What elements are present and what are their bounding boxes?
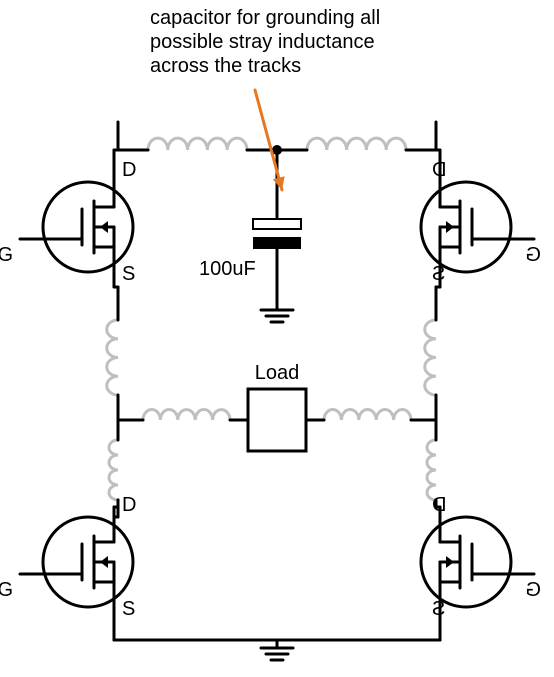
annotation-arrow xyxy=(255,90,285,190)
labels: capacitor for grounding allpossible stra… xyxy=(0,7,541,620)
svg-text:S: S xyxy=(432,263,445,285)
load-block xyxy=(248,389,306,451)
mosfet xyxy=(421,182,511,272)
svg-text:D: D xyxy=(122,159,136,181)
mosfet xyxy=(43,517,133,607)
svg-text:G: G xyxy=(525,579,541,601)
svg-text:capacitor for grounding all: capacitor for grounding all xyxy=(150,7,380,29)
svg-text:possible stray inductance: possible stray inductance xyxy=(150,31,375,53)
svg-text:S: S xyxy=(432,598,445,620)
decoupling-capacitor xyxy=(253,219,301,249)
svg-text:D: D xyxy=(122,494,136,516)
svg-text:G: G xyxy=(0,579,13,601)
svg-text:Load: Load xyxy=(255,362,300,384)
mosfet xyxy=(421,517,511,607)
svg-text:S: S xyxy=(122,263,135,285)
svg-text:D: D xyxy=(432,159,446,181)
svg-text:D: D xyxy=(432,494,446,516)
svg-text:across the tracks: across the tracks xyxy=(150,55,301,77)
svg-text:G: G xyxy=(0,244,13,266)
svg-text:S: S xyxy=(122,598,135,620)
svg-text:100uF: 100uF xyxy=(199,258,256,280)
svg-text:G: G xyxy=(525,244,541,266)
mosfet xyxy=(43,182,133,272)
